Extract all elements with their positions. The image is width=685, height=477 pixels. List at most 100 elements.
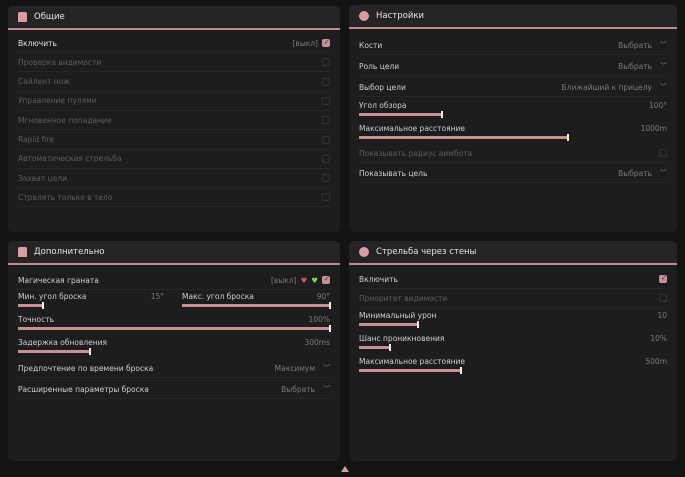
general-item[interactable]: Стрелять только в тело xyxy=(18,188,330,208)
chevron-down-icon: ﹀ xyxy=(660,83,667,91)
wall-enable-label: Включить xyxy=(359,274,398,284)
settings-panel: Настройки Кости Выбрать ﹀ Роль цели Выбрать… xyxy=(349,5,677,232)
target-select[interactable]: Выбор цели Ближайший к прицелу ﹀ xyxy=(359,78,667,97)
chevron-down-icon: ﹀ xyxy=(660,169,667,177)
radius-checkbox[interactable]: Показывать радиус аимбота xyxy=(359,144,667,163)
slider-fill[interactable] xyxy=(18,325,331,332)
wall-title: Стрельба через стены xyxy=(376,247,477,257)
pref-label: Предпочтение по времени броска xyxy=(18,363,154,373)
checkbox[interactable] xyxy=(322,275,330,284)
general-header: Общие xyxy=(8,6,340,30)
accuracy-value: 100% xyxy=(308,315,330,324)
checkbox[interactable] xyxy=(322,135,330,144)
accuracy-slider[interactable]: Точность 100% xyxy=(18,315,331,332)
pref-select[interactable]: Предпочтение по времени броска Максимум ﹀ xyxy=(18,359,330,378)
mindmg-slider[interactable]: Минимальный урон 10 xyxy=(359,311,667,328)
general-item-label: Rapid fire xyxy=(18,135,54,144)
wall-enable-checkbox[interactable]: Включить xyxy=(359,270,667,289)
general-item[interactable]: Сайлент нож xyxy=(18,73,330,92)
chevron-down-icon: ﹀ xyxy=(323,385,330,393)
heart-icon[interactable]: ♥ xyxy=(300,275,308,285)
prio-checkbox[interactable]: Приоритет видимости xyxy=(359,289,667,308)
pen-label: Шанс проникновения xyxy=(359,334,445,343)
general-item-label: Проверка видимости xyxy=(18,57,102,67)
general-panel: Общие Включить [выкл] Проверка видимости Са… xyxy=(8,6,340,232)
fov-value: 100° xyxy=(648,101,667,110)
checkbox[interactable] xyxy=(659,294,667,302)
checkbox[interactable] xyxy=(322,116,330,125)
keybind-badge[interactable]: [выкл] xyxy=(292,38,318,48)
general-item[interactable]: Проверка видимости xyxy=(18,53,330,73)
checkbox[interactable] xyxy=(322,96,330,105)
delay-slider[interactable]: Задержка обновления 300ms xyxy=(18,338,330,355)
maxdist-slider[interactable]: Максимальное расстояние 1000m xyxy=(359,124,667,141)
wall-dist-value: 500m xyxy=(645,357,667,366)
minangle-label: Мин. угол броска xyxy=(18,292,87,301)
target-label: Выбор цели xyxy=(359,82,406,92)
show-value: Выбрать xyxy=(618,168,652,178)
maxangle-label: Макс. угол броска xyxy=(182,292,254,301)
keybind-badge[interactable]: [выкл] xyxy=(271,275,297,285)
pen-slider[interactable]: Шанс проникновения 10% xyxy=(359,334,667,351)
fov-label: Угол обзора xyxy=(359,101,407,110)
extra-panel: Дополнительно Магическая граната [выкл] ♥ ♥… xyxy=(8,241,340,461)
target-value: Ближайший к прицелу xyxy=(561,82,652,92)
checkbox[interactable] xyxy=(322,38,330,47)
general-item[interactable]: Rapid fire xyxy=(18,131,330,150)
extra-title: Дополнительно xyxy=(34,247,105,257)
general-item[interactable]: Управление пулями xyxy=(18,92,330,111)
slider-fill[interactable] xyxy=(182,302,331,309)
gear-icon xyxy=(359,11,369,21)
checkbox[interactable] xyxy=(322,58,330,67)
delay-value: 300ms xyxy=(304,338,330,347)
settings-title: Настройки xyxy=(376,11,425,21)
checkbox[interactable] xyxy=(659,149,667,157)
slider-fill[interactable] xyxy=(18,348,91,355)
delay-label: Задержка обновления xyxy=(18,338,108,347)
grenade-toggle[interactable]: Магическая граната [выкл] ♥ ♥ xyxy=(18,271,330,290)
slider-fill[interactable] xyxy=(359,321,419,328)
general-item-label: Сайлент нож xyxy=(18,77,71,87)
slider-fill[interactable] xyxy=(359,134,570,141)
person-icon xyxy=(18,12,27,22)
maxdist-value: 1000m xyxy=(640,124,667,133)
checkbox[interactable] xyxy=(322,193,330,202)
checkbox[interactable] xyxy=(322,154,330,163)
gear-icon xyxy=(359,247,369,257)
role-select[interactable]: Роль цели Выбрать ﹀ xyxy=(359,57,667,76)
role-value: Выбрать xyxy=(618,61,652,71)
collapse-handle-icon[interactable] xyxy=(341,466,349,472)
slider-fill[interactable] xyxy=(359,344,391,351)
slider-fill[interactable] xyxy=(18,302,44,309)
wall-dist-label: Максимальное расстояние xyxy=(359,357,466,366)
slider-fill[interactable] xyxy=(359,111,444,118)
minangle-slider[interactable]: Мин. угол броска 15° xyxy=(18,292,164,309)
bones-label: Кости xyxy=(359,40,383,50)
bones-select[interactable]: Кости Выбрать ﹀ xyxy=(359,36,667,55)
bones-value: Выбрать xyxy=(618,40,652,50)
maxdist-label: Максимальное расстояние xyxy=(359,124,466,133)
checkbox[interactable] xyxy=(322,174,330,183)
show-target-select[interactable]: Показывать цель Выбрать ﹀ xyxy=(359,164,667,183)
accuracy-label: Точность xyxy=(18,315,55,324)
fov-slider[interactable]: Угол обзора 100° xyxy=(359,101,667,118)
checkbox[interactable] xyxy=(659,274,667,283)
general-item[interactable]: Включить [выкл] xyxy=(18,34,330,53)
slider-fill[interactable] xyxy=(359,367,462,374)
mindmg-label: Минимальный урон xyxy=(359,311,437,320)
adv-select[interactable]: Расширенные параметры броска Выбрать ﹀ xyxy=(18,380,330,399)
wall-panel: Стрельба через стены Включить Приоритет … xyxy=(349,241,677,461)
person-icon xyxy=(18,247,27,257)
chevron-down-icon: ﹀ xyxy=(660,41,667,49)
general-item[interactable]: Мгновенное попадание xyxy=(18,111,330,131)
wall-header: Стрельба через стены xyxy=(349,241,677,265)
heart-icon[interactable]: ♥ xyxy=(311,275,318,285)
wall-dist-slider[interactable]: Максимальное расстояние 500m xyxy=(359,357,667,374)
general-item[interactable]: Автоматическая стрельба xyxy=(18,150,330,169)
grenade-label: Магическая граната xyxy=(18,275,99,285)
maxangle-slider[interactable]: Макс. угол броска 90° xyxy=(182,292,331,309)
general-item[interactable]: Захват цели xyxy=(18,169,330,189)
general-item-label: Стрелять только в тело xyxy=(18,192,113,202)
checkbox[interactable] xyxy=(322,77,330,86)
general-item-label: Автоматическая стрельба xyxy=(18,154,122,164)
